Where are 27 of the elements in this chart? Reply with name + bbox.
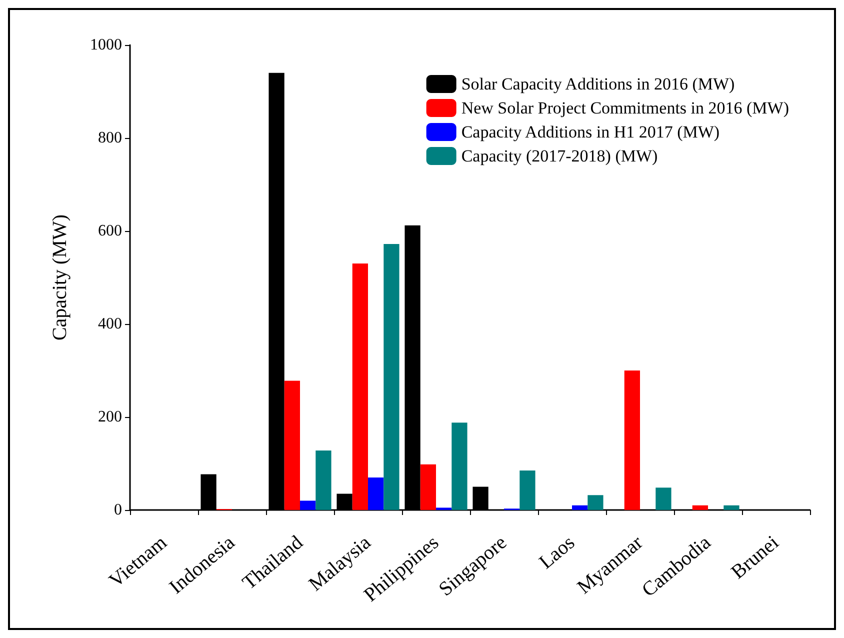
- bar: [284, 380, 300, 510]
- bar: [624, 370, 640, 510]
- bar: [692, 505, 708, 510]
- bar: [588, 495, 604, 510]
- bar: [452, 422, 468, 510]
- x-tick-label: Laos: [535, 531, 580, 574]
- legend-label: Solar Capacity Additions in 2016 (MW): [461, 74, 735, 94]
- legend-label: Capacity Additions in H1 2017 (MW): [461, 122, 720, 142]
- bar: [420, 464, 436, 510]
- bar: [384, 244, 400, 510]
- y-tick-label: 800: [98, 130, 122, 146]
- legend-label: New Solar Project Commitments in 2016 (MW): [461, 98, 790, 118]
- bar: [572, 505, 588, 510]
- y-tick-label: 200: [98, 408, 122, 426]
- y-tick-label: 1000: [90, 36, 122, 54]
- y-axis-title: Capacity (MW): [49, 214, 71, 341]
- bar: [368, 477, 384, 510]
- bar: [316, 450, 332, 510]
- bar: [656, 488, 672, 510]
- bar: [300, 500, 316, 510]
- legend-label: Capacity (2017-2018) (MW): [461, 146, 658, 166]
- y-tick-label: 0: [114, 502, 122, 518]
- bar: [352, 264, 368, 510]
- y-tick-label: 600: [98, 222, 122, 240]
- y-tick-label: 400: [98, 316, 122, 332]
- bar: [520, 470, 536, 510]
- bar: [724, 505, 740, 510]
